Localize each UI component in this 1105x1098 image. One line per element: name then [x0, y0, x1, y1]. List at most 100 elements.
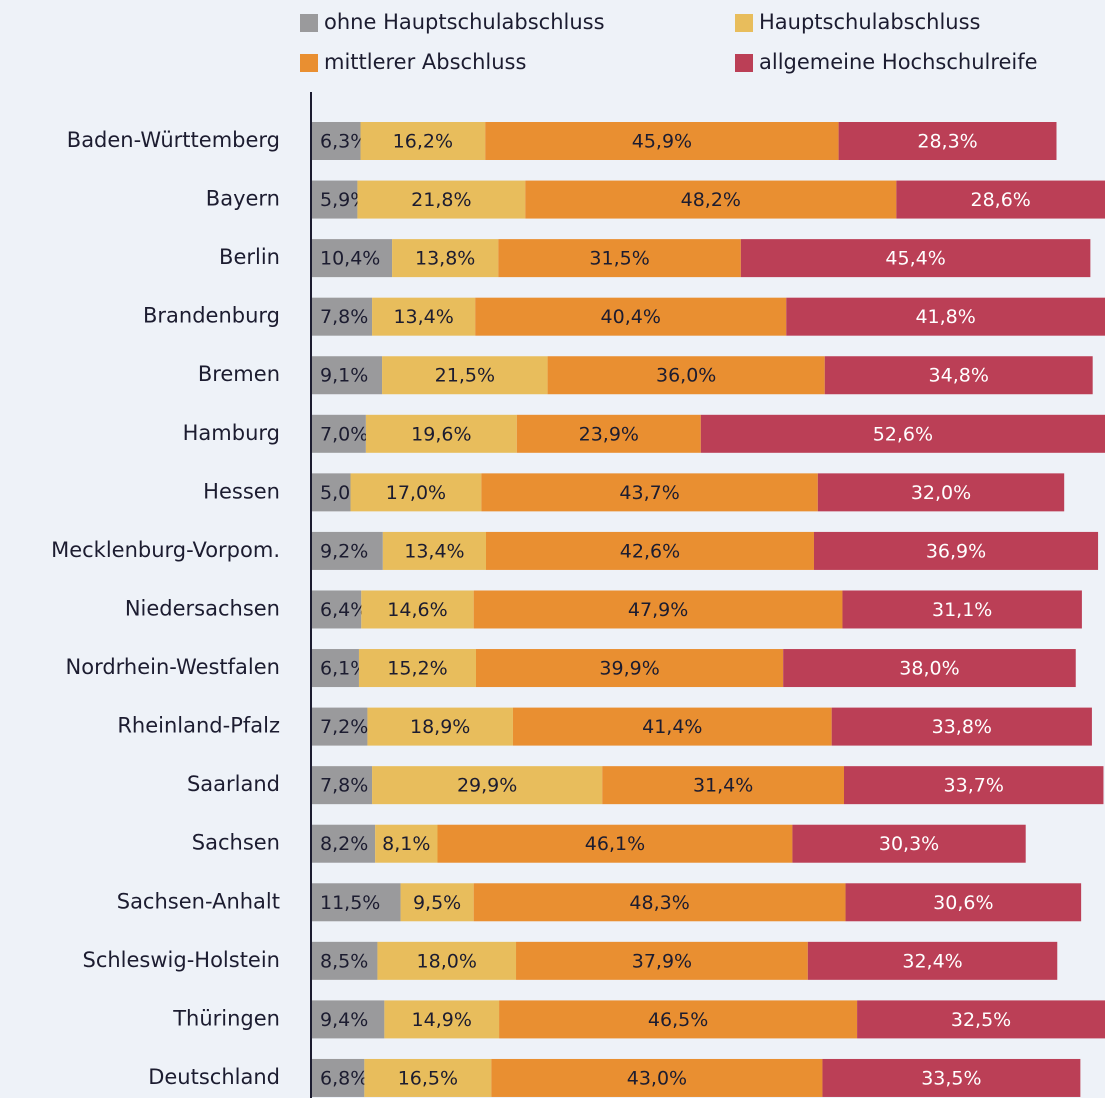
category-label: Deutschland	[148, 1065, 280, 1089]
bar-segment	[364, 1058, 492, 1097]
bar-segment	[491, 1058, 823, 1097]
value-label: 45,9%	[632, 131, 692, 153]
bar-segment	[312, 590, 362, 629]
value-label: 28,6%	[970, 189, 1030, 211]
bar-segment	[312, 473, 351, 512]
bar-segment	[372, 766, 603, 805]
value-label: 30,3%	[879, 833, 939, 855]
value-label: 36,0%	[656, 365, 716, 387]
value-label: 36,9%	[926, 540, 986, 562]
value-label: 13,8%	[415, 248, 475, 270]
bar-segment	[824, 356, 1093, 395]
legend-swatch	[300, 14, 318, 32]
value-label: 30,6%	[933, 892, 993, 914]
bar-segment	[382, 356, 548, 395]
bar-segment	[312, 356, 383, 395]
value-label: 15,2%	[387, 658, 447, 680]
legend-swatch	[300, 54, 318, 72]
category-label: Mecklenburg-Vorpom.	[51, 538, 280, 562]
bar-segment	[817, 473, 1065, 512]
value-label: 32,0%	[911, 482, 971, 504]
bar-segment	[485, 531, 814, 570]
value-label: 9,1%	[320, 365, 368, 387]
value-label: 41,4%	[642, 716, 702, 738]
category-label: Bremen	[198, 362, 280, 386]
value-label: 7,8%	[320, 306, 368, 328]
bar-segment	[844, 766, 1104, 805]
bar-segment	[547, 356, 825, 395]
bar-segment	[896, 180, 1105, 219]
category-label: Sachsen-Anhalt	[117, 889, 280, 913]
bar-segment	[845, 883, 1082, 922]
bar-segment	[807, 941, 1058, 980]
value-label: 6,1%	[320, 658, 368, 680]
bar-segment	[377, 941, 517, 980]
legend-label: ohne Hauptschulabschluss	[324, 10, 605, 34]
value-label: 7,0%	[320, 423, 368, 445]
category-label: Hessen	[203, 479, 280, 503]
legend-label: mittlerer Abschluss	[324, 50, 526, 74]
value-label: 31,4%	[693, 775, 753, 797]
bar-segment	[382, 531, 486, 570]
category-label: Rheinland-Pfalz	[117, 714, 280, 738]
bar-segment	[312, 707, 368, 746]
category-label: Thüringen	[172, 1006, 280, 1030]
bar-segment	[312, 883, 401, 922]
category-label: Hamburg	[183, 421, 280, 445]
bar-segment	[312, 941, 378, 980]
value-label: 29,9%	[457, 775, 517, 797]
value-label: 9,4%	[320, 1009, 368, 1031]
category-label: Sachsen	[192, 831, 280, 855]
value-label: 46,1%	[585, 833, 645, 855]
value-label: 31,5%	[589, 248, 649, 270]
value-label: 17,0%	[386, 482, 446, 504]
value-label: 37,9%	[632, 950, 692, 972]
bar-segment	[525, 180, 897, 219]
bar-segment	[392, 239, 499, 278]
bar-segment	[822, 1058, 1081, 1097]
value-label: 32,5%	[951, 1009, 1011, 1031]
value-label: 18,9%	[410, 716, 470, 738]
bar-segment	[312, 1000, 385, 1039]
category-label: Nordrhein-Westfalen	[66, 655, 280, 679]
bar-segment	[473, 883, 846, 922]
bar-segment	[838, 122, 1057, 160]
bar-segment	[367, 707, 513, 746]
bar-segment	[312, 239, 393, 278]
bar-segment	[481, 473, 818, 512]
legend-label: allgemeine Hochschulreife	[759, 50, 1038, 74]
bar-segment	[312, 649, 359, 688]
bar-segment	[516, 941, 808, 980]
value-label: 13,4%	[393, 306, 453, 328]
value-label: 10,4%	[320, 248, 380, 270]
value-label: 16,5%	[398, 1067, 458, 1089]
bar-segment	[700, 414, 1105, 453]
value-label: 46,5%	[648, 1009, 708, 1031]
bar-segment	[360, 122, 486, 160]
bar-segment	[831, 707, 1092, 746]
value-label: 48,2%	[681, 189, 741, 211]
category-label: Niedersachsen	[125, 596, 280, 620]
value-label: 14,9%	[412, 1009, 472, 1031]
value-label: 34,8%	[929, 365, 989, 387]
value-label: 39,9%	[599, 658, 659, 680]
bar-segment	[437, 824, 793, 863]
value-label: 42,6%	[620, 540, 680, 562]
legend-label: Hauptschulabschluss	[759, 10, 981, 34]
value-label: 31,1%	[932, 599, 992, 621]
category-label: Bayern	[206, 187, 280, 211]
value-label: 8,5%	[320, 950, 368, 972]
bar-segment	[365, 414, 517, 453]
value-label: 11,5%	[320, 892, 380, 914]
value-label: 43,7%	[619, 482, 679, 504]
category-label: Baden-Württemberg	[67, 128, 280, 152]
bar-segment	[473, 590, 843, 629]
bar-segment	[375, 824, 438, 863]
category-label: Berlin	[219, 245, 280, 269]
bar-segment	[372, 297, 476, 336]
value-label: 6,3%	[320, 131, 368, 153]
bar-segment	[475, 649, 784, 688]
value-label: 14,6%	[387, 599, 447, 621]
value-label: 43,0%	[627, 1067, 687, 1089]
